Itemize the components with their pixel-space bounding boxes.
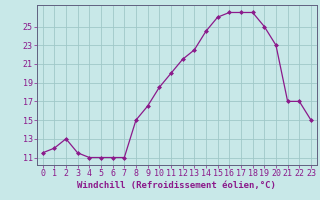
- X-axis label: Windchill (Refroidissement éolien,°C): Windchill (Refroidissement éolien,°C): [77, 181, 276, 190]
